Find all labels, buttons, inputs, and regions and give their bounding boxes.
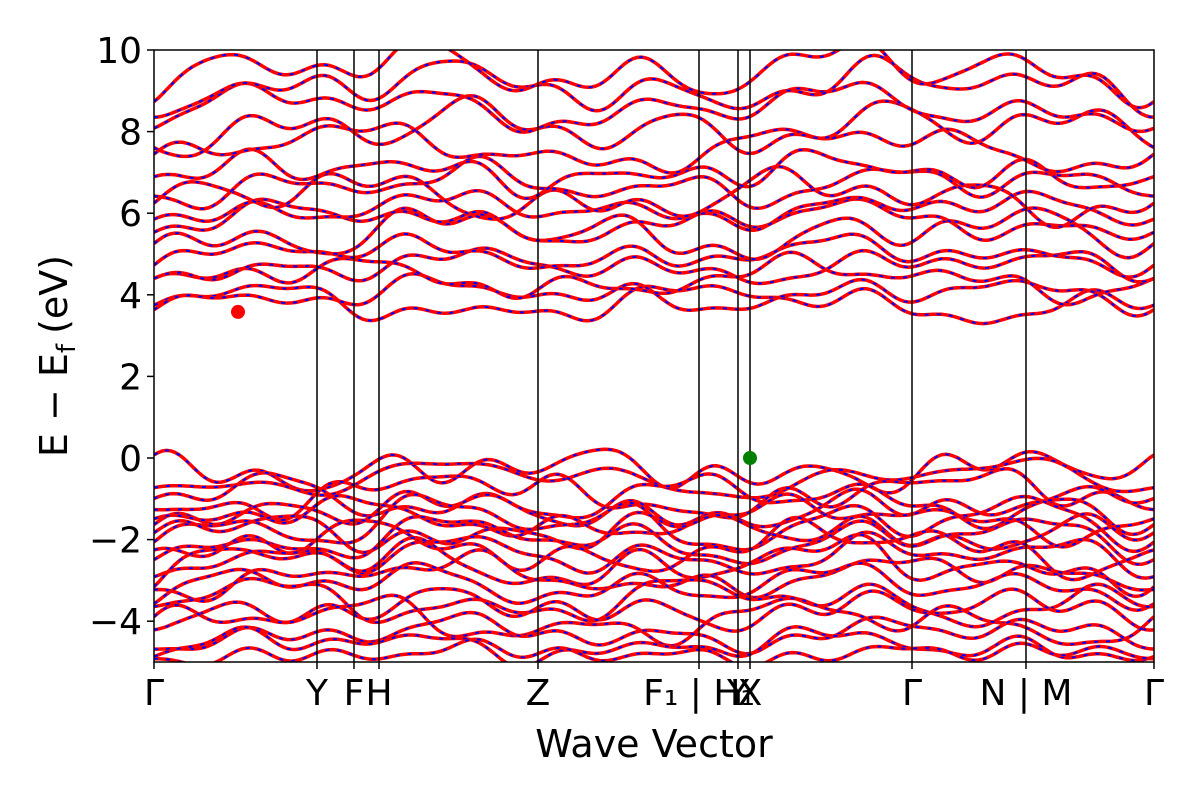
y-axis-label-unit: (eV) xyxy=(32,255,76,334)
band-line-blue xyxy=(154,189,1154,232)
band-line-blue xyxy=(154,587,1154,633)
band-line-blue xyxy=(154,457,1154,499)
y-tick-label: −4 xyxy=(89,602,142,643)
band-line-blue xyxy=(154,247,1154,285)
x-tick-label: F xyxy=(344,673,365,714)
x-tick-label: Γ xyxy=(902,673,922,714)
x-tick-label: X xyxy=(738,673,763,714)
band-line-red xyxy=(154,561,1154,612)
band-line-blue xyxy=(154,50,1154,109)
band-line-blue xyxy=(154,232,1154,279)
band-line-red xyxy=(154,487,1154,537)
band-edge-markers xyxy=(231,304,757,465)
x-axis-label: Wave Vector xyxy=(535,722,773,766)
plot-frame xyxy=(153,49,1155,663)
high-symmetry-lines xyxy=(316,50,1027,662)
x-tick-label: Y xyxy=(305,673,329,714)
band-line-blue xyxy=(154,284,1154,325)
band-line-blue xyxy=(154,515,1154,566)
x-tick-label: Γ xyxy=(144,673,164,714)
band-line-blue xyxy=(154,155,1154,210)
y-tick-label: −2 xyxy=(89,521,142,562)
band-line-blue xyxy=(154,272,1154,318)
y-axis-ticks: 10 8 6 4 2 0 −2 −4 xyxy=(89,31,154,643)
y-axis-label: E − Ef (eV) xyxy=(32,255,82,457)
band-line-red xyxy=(154,637,1154,662)
y-tick-label: 6 xyxy=(119,194,142,235)
x-tick-label: Z xyxy=(526,673,551,714)
x-tick-label: F₁ | H₁ xyxy=(643,673,755,714)
band-line-blue xyxy=(154,493,1154,553)
band-line-blue xyxy=(154,94,1154,158)
band-line-blue xyxy=(154,611,1154,655)
band-line-blue xyxy=(154,625,1154,662)
band-line-red xyxy=(154,593,1154,648)
y-axis-label-main: E − E xyxy=(32,353,76,457)
band-line-blue xyxy=(154,81,1154,134)
bands-layer xyxy=(154,50,1154,662)
x-tick-label: N | M xyxy=(979,673,1072,714)
band-line-red xyxy=(154,510,1154,555)
band-line-blue xyxy=(154,206,1154,261)
y-axis-label-subscript: f xyxy=(52,343,82,353)
band-line-blue xyxy=(154,165,1154,229)
y-tick-label: 2 xyxy=(119,357,142,398)
band-line-blue xyxy=(154,516,1154,581)
band-line-blue xyxy=(154,548,1154,603)
band-edge-marker xyxy=(743,451,757,465)
band-line-blue xyxy=(154,492,1154,548)
y-tick-label: 10 xyxy=(96,31,142,72)
x-tick-label: Γ xyxy=(1144,673,1164,714)
y-tick-label: 4 xyxy=(119,276,142,317)
x-tick-label: Y xyxy=(726,673,750,714)
y-tick-label: 0 xyxy=(119,439,142,480)
band-line-blue xyxy=(154,251,1154,306)
band-line-red xyxy=(154,147,1154,201)
band-line-blue xyxy=(154,533,1154,598)
band-line-blue xyxy=(154,577,1154,628)
band-line-blue xyxy=(154,54,1154,119)
band-edge-marker xyxy=(231,304,245,319)
band-line-blue xyxy=(154,197,1154,243)
y-tick-label: 8 xyxy=(119,113,142,154)
x-tick-label: H xyxy=(365,673,392,714)
band-line-blue xyxy=(154,122,1154,175)
band-line-red xyxy=(154,471,1154,531)
